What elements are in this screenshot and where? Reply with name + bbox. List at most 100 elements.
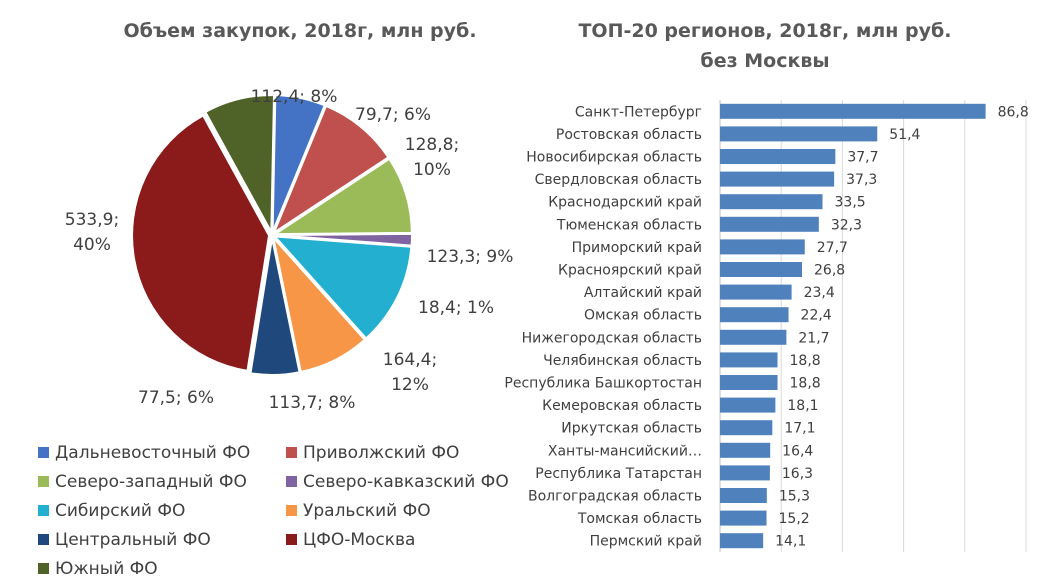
- pie-data-label: 123,3; 9%: [427, 247, 514, 267]
- bar-приморский-край: [720, 239, 805, 255]
- category-label: Омская область: [584, 308, 702, 324]
- bar-value-label: 23,4: [804, 285, 835, 301]
- legend-swatch: [38, 534, 49, 545]
- category-label: Тюменская область: [556, 217, 702, 233]
- pie-data-label: 164,4; 12%: [383, 350, 437, 395]
- legend-item-центральный-фо: Центральный ФО: [38, 525, 286, 554]
- bar-chart-title-line1: ТОП-20 регионов, 2018г, млн руб.: [578, 20, 952, 42]
- bar-value-label: 37,3: [846, 172, 877, 188]
- category-label: Волгоградская область: [528, 489, 702, 505]
- category-label: Свердловская область: [535, 172, 702, 188]
- bar-value-label: 15,2: [779, 511, 810, 527]
- legend-item-дальневосточный-фо: Дальневосточный ФО: [38, 438, 286, 467]
- pie-slice-уральский-фо: [271, 234, 367, 374]
- bar-свердловская-область: [720, 171, 835, 187]
- bar-chart-title: ТОП-20 регионов, 2018г, млн руб. без Мос…: [540, 16, 990, 76]
- bar-иркутская-область: [720, 420, 773, 436]
- legend-item-приволжский-фо: Приволжский ФО: [286, 438, 538, 467]
- pie-chart: 79,7; 6% 128,8; 10% 123,3; 9% 18,4; 1% 164,4;…: [65, 87, 514, 413]
- bar-value-label: 33,5: [835, 195, 866, 211]
- pie-data-label: 79,7; 6%: [355, 105, 431, 125]
- pie-data-label: 77,5; 6%: [138, 388, 214, 408]
- pie-slice-южный-фо: [203, 94, 276, 236]
- category-label: Республика Татарстан: [535, 466, 702, 482]
- bar-тюменская-область: [720, 216, 819, 232]
- bar-value-label: 22,4: [801, 308, 832, 324]
- bar-value-label: 51,4: [889, 127, 920, 143]
- pie-chart-title: Объем закупок, 2018г, млн руб.: [123, 20, 477, 42]
- legend-item-сибирский-фо: Сибирский ФО: [38, 496, 286, 525]
- bar-краснодарский-край: [720, 194, 823, 210]
- bar-кемеровская-область: [720, 397, 776, 413]
- pie-slice-северо-западный-фо: [271, 157, 413, 236]
- pie-data-label: 533,9; 40%: [65, 210, 119, 255]
- category-label: Томская область: [577, 511, 702, 527]
- bar-value-label: 86,8: [998, 104, 1029, 120]
- category-label: Иркутская область: [561, 421, 702, 437]
- legend-swatch: [38, 476, 49, 487]
- legend-label: Приволжский ФО: [303, 442, 460, 463]
- pie-data-label: 128,8; 10%: [405, 135, 459, 180]
- bar-новосибирская-область: [720, 149, 836, 164]
- bar-value-label: 18,8: [790, 353, 821, 369]
- legend-label: ЦФО-Москва: [303, 529, 416, 550]
- legend-swatch: [286, 447, 297, 458]
- bar-томская-область: [720, 510, 767, 526]
- category-label: Красноярский край: [558, 263, 702, 279]
- bar-омская-область: [720, 307, 789, 323]
- bar-челябинская-область: [720, 352, 778, 368]
- legend-swatch: [286, 505, 297, 516]
- bar-value-label: 15,3: [779, 489, 810, 505]
- legend-swatch: [38, 563, 49, 574]
- bar-республика-татарстан: [720, 465, 770, 481]
- legend-swatch: [38, 447, 49, 458]
- bar-республика-башкортостан: [720, 375, 778, 390]
- bar-ханты-мансийский: [720, 442, 771, 458]
- pie-slice-центральный-фо: [249, 237, 301, 376]
- category-label: Пермский край: [590, 534, 702, 550]
- legend-label: Дальневосточный ФО: [55, 442, 251, 463]
- legend-swatch: [38, 505, 49, 516]
- pie-data-label: 113,7; 8%: [269, 393, 356, 413]
- bar-value-label: 16,4: [782, 443, 813, 459]
- bar-санкт-петербург: [720, 103, 986, 119]
- legend-label: Уральский ФО: [303, 500, 431, 521]
- pie-slice-сибирский-фо: [272, 235, 413, 340]
- legend-item-цфо-москва: ЦФО-Москва: [286, 525, 538, 554]
- category-label: Челябинская область: [543, 353, 702, 369]
- bar-chart-title-line2: без Москвы: [700, 50, 830, 72]
- bar-chart: Санкт-Петербург 86,8 Ростовская область 51,…: [504, 100, 1029, 552]
- legend-label: Южный ФО: [55, 558, 158, 579]
- legend-label: Северо-западный ФО: [55, 471, 247, 492]
- bar-value-label: 18,1: [787, 398, 818, 414]
- legend-label: Северо-кавказский ФО: [303, 471, 509, 492]
- pie-slice-северо-кавказский-фо: [274, 232, 413, 247]
- bar-value-label: 17,1: [784, 421, 815, 437]
- pie-slice-дальневосточный-фо: [271, 94, 327, 233]
- legend-item-северо-кавказский-фо: Северо-кавказский ФО: [286, 467, 538, 496]
- bar-value-label: 14,1: [775, 534, 806, 550]
- legend-item-северо-западный-фо: Северо-западный ФО: [38, 467, 286, 496]
- bar-value-label: 27,7: [817, 240, 848, 256]
- bar-пермский-край: [720, 533, 764, 549]
- legend-item-южный-фо: Южный ФО: [38, 554, 286, 583]
- bar-value-label: 21,7: [798, 330, 829, 346]
- pie-legend: Дальневосточный ФО Приволжский ФО Северо-з…: [38, 438, 538, 583]
- pie-slice-цфо-москва: [131, 114, 271, 372]
- legend-label: Сибирский ФО: [55, 500, 186, 521]
- bar-ростовская-область: [720, 126, 878, 142]
- bar-красноярский-край: [720, 262, 803, 277]
- legend-item-уральский-фо: Уральский ФО: [286, 496, 538, 525]
- bar-нижегородская-область: [720, 329, 787, 345]
- legend-swatch: [286, 534, 297, 545]
- category-label: Республика Башкортостан: [504, 376, 702, 392]
- category-label: Санкт-Петербург: [575, 104, 702, 120]
- bar-value-label: 18,8: [790, 376, 821, 392]
- bar-value-label: 37,7: [847, 150, 878, 166]
- bar-value-label: 26,8: [814, 263, 845, 279]
- category-label: Кемеровская область: [542, 398, 702, 414]
- category-label: Нижегородская область: [522, 330, 702, 346]
- legend-label: Центральный ФО: [55, 529, 211, 550]
- category-label: Ханты-мансийский…: [548, 443, 702, 459]
- bar-волгоградская-область: [720, 488, 767, 503]
